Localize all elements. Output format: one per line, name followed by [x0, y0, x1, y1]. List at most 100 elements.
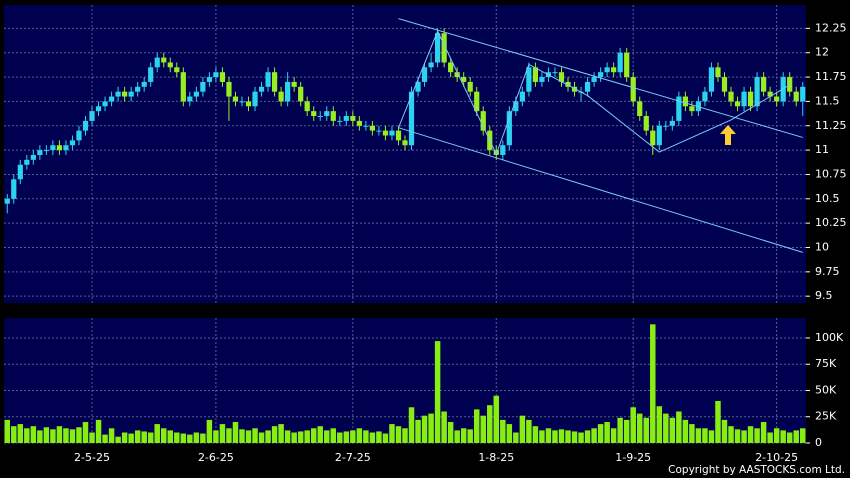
candle-body: [82, 120, 89, 131]
volume-bar: [721, 419, 728, 443]
candle-body: [252, 91, 258, 107]
volume-bar: [513, 432, 519, 443]
x-tick-label: 2-10-25: [755, 451, 798, 464]
candle-body: [37, 150, 43, 155]
volume-bar: [389, 424, 395, 443]
volume-bar: [193, 432, 200, 443]
volume-bar: [689, 424, 695, 443]
candle-body: [728, 91, 734, 102]
volume-bar: [636, 413, 643, 443]
volume-bar: [245, 430, 252, 443]
volume-bar: [356, 428, 363, 443]
volume-bar: [747, 426, 754, 443]
candle-body: [461, 77, 467, 82]
candle-body: [617, 52, 623, 73]
volume-bar: [115, 436, 121, 443]
candle-body: [24, 159, 30, 165]
volume-bar: [617, 417, 623, 443]
volume-bar: [82, 421, 89, 443]
candle-body: [552, 72, 558, 74]
candle-body: [415, 81, 421, 92]
volume-bar: [415, 419, 421, 443]
y-tick-label: 50K: [815, 383, 837, 396]
candle-body: [161, 57, 167, 63]
candle-body: [624, 52, 630, 78]
candle-body: [376, 130, 382, 132]
candle-body: [258, 86, 265, 92]
candle-body: [285, 81, 291, 102]
candle-body: [304, 101, 310, 112]
volume-bar: [382, 433, 389, 443]
volume-bar: [239, 429, 245, 443]
candle-body: [363, 125, 369, 127]
volume-bar: [780, 430, 786, 443]
volume-bar: [180, 433, 187, 443]
volume-bar: [676, 411, 682, 443]
candle-body: [17, 164, 23, 180]
volume-bar: [715, 400, 721, 443]
candle-body: [89, 111, 95, 121]
candle-body: [154, 57, 160, 68]
candle-body: [558, 72, 565, 82]
candle-body: [50, 145, 56, 151]
candle-body: [584, 81, 591, 92]
y-tick-label: 12: [815, 46, 829, 59]
volume-bar: [473, 409, 480, 443]
volume-bar: [232, 421, 239, 443]
volume-bar: [434, 341, 441, 443]
y-tick-label: 11: [815, 143, 829, 156]
volume-bar: [213, 430, 219, 443]
volume-bar: [200, 433, 206, 443]
candle-body: [767, 91, 773, 97]
volume-bar: [760, 421, 767, 443]
volume-bar: [258, 432, 265, 443]
volume-bar: [297, 431, 304, 443]
volume-bar: [565, 430, 571, 443]
candle-body: [102, 101, 108, 107]
volume-bar: [304, 430, 310, 443]
volume-bar: [493, 395, 500, 443]
candle-body: [63, 145, 69, 151]
candle-body: [128, 91, 134, 97]
candle-body: [271, 72, 278, 92]
volume-bar: [650, 324, 656, 443]
volume-bar: [271, 426, 278, 443]
volume-bar: [395, 426, 402, 443]
volume-bar: [773, 428, 780, 443]
x-tick-label: 2-7-25: [335, 451, 371, 464]
volume-bar: [4, 419, 10, 443]
volume-bar: [161, 428, 167, 443]
volume-bar: [604, 421, 610, 443]
volume-bar: [167, 430, 174, 443]
volume-bar: [741, 430, 747, 443]
candle-body: [226, 81, 232, 97]
y-tick-label: 10: [815, 240, 829, 253]
volume-bar: [278, 424, 284, 443]
volume-bar: [630, 407, 636, 443]
volume-bar: [37, 430, 43, 443]
volume-bar: [460, 428, 467, 443]
volume-bar: [447, 421, 454, 443]
volume-bar: [24, 428, 30, 443]
volume-bar: [734, 429, 741, 443]
candle-body: [122, 91, 128, 97]
volume-bar: [76, 427, 82, 443]
y-tick-label: 11.25: [815, 119, 847, 132]
volume-bar: [571, 431, 578, 443]
volume-bar: [291, 432, 297, 443]
candle-body: [532, 67, 539, 82]
candle-body: [180, 72, 186, 102]
plot-layer: 9.5 9.75 10 10.25 10.5 10.75 11 11.25 11.5 11.75 1…: [4, 5, 847, 464]
volume-bar: [102, 434, 108, 443]
candle-body: [317, 116, 323, 118]
volume-bar: [682, 419, 689, 443]
candle-body: [382, 130, 389, 136]
volume-bar: [95, 419, 102, 443]
y-tick-label: 9.75: [815, 265, 840, 278]
candle-body: [311, 111, 317, 117]
volume-bar: [30, 426, 37, 443]
candle-body: [395, 130, 402, 141]
volume-bar: [89, 432, 95, 443]
